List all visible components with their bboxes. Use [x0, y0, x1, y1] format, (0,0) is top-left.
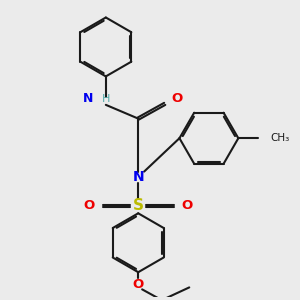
Text: O: O	[133, 278, 144, 291]
Text: H: H	[102, 94, 110, 104]
Text: CH₃: CH₃	[271, 133, 290, 143]
Text: N: N	[132, 170, 144, 184]
Text: O: O	[83, 200, 95, 212]
Text: O: O	[182, 200, 193, 212]
Text: O: O	[171, 92, 182, 106]
Text: N: N	[83, 92, 93, 106]
Text: S: S	[133, 198, 144, 213]
